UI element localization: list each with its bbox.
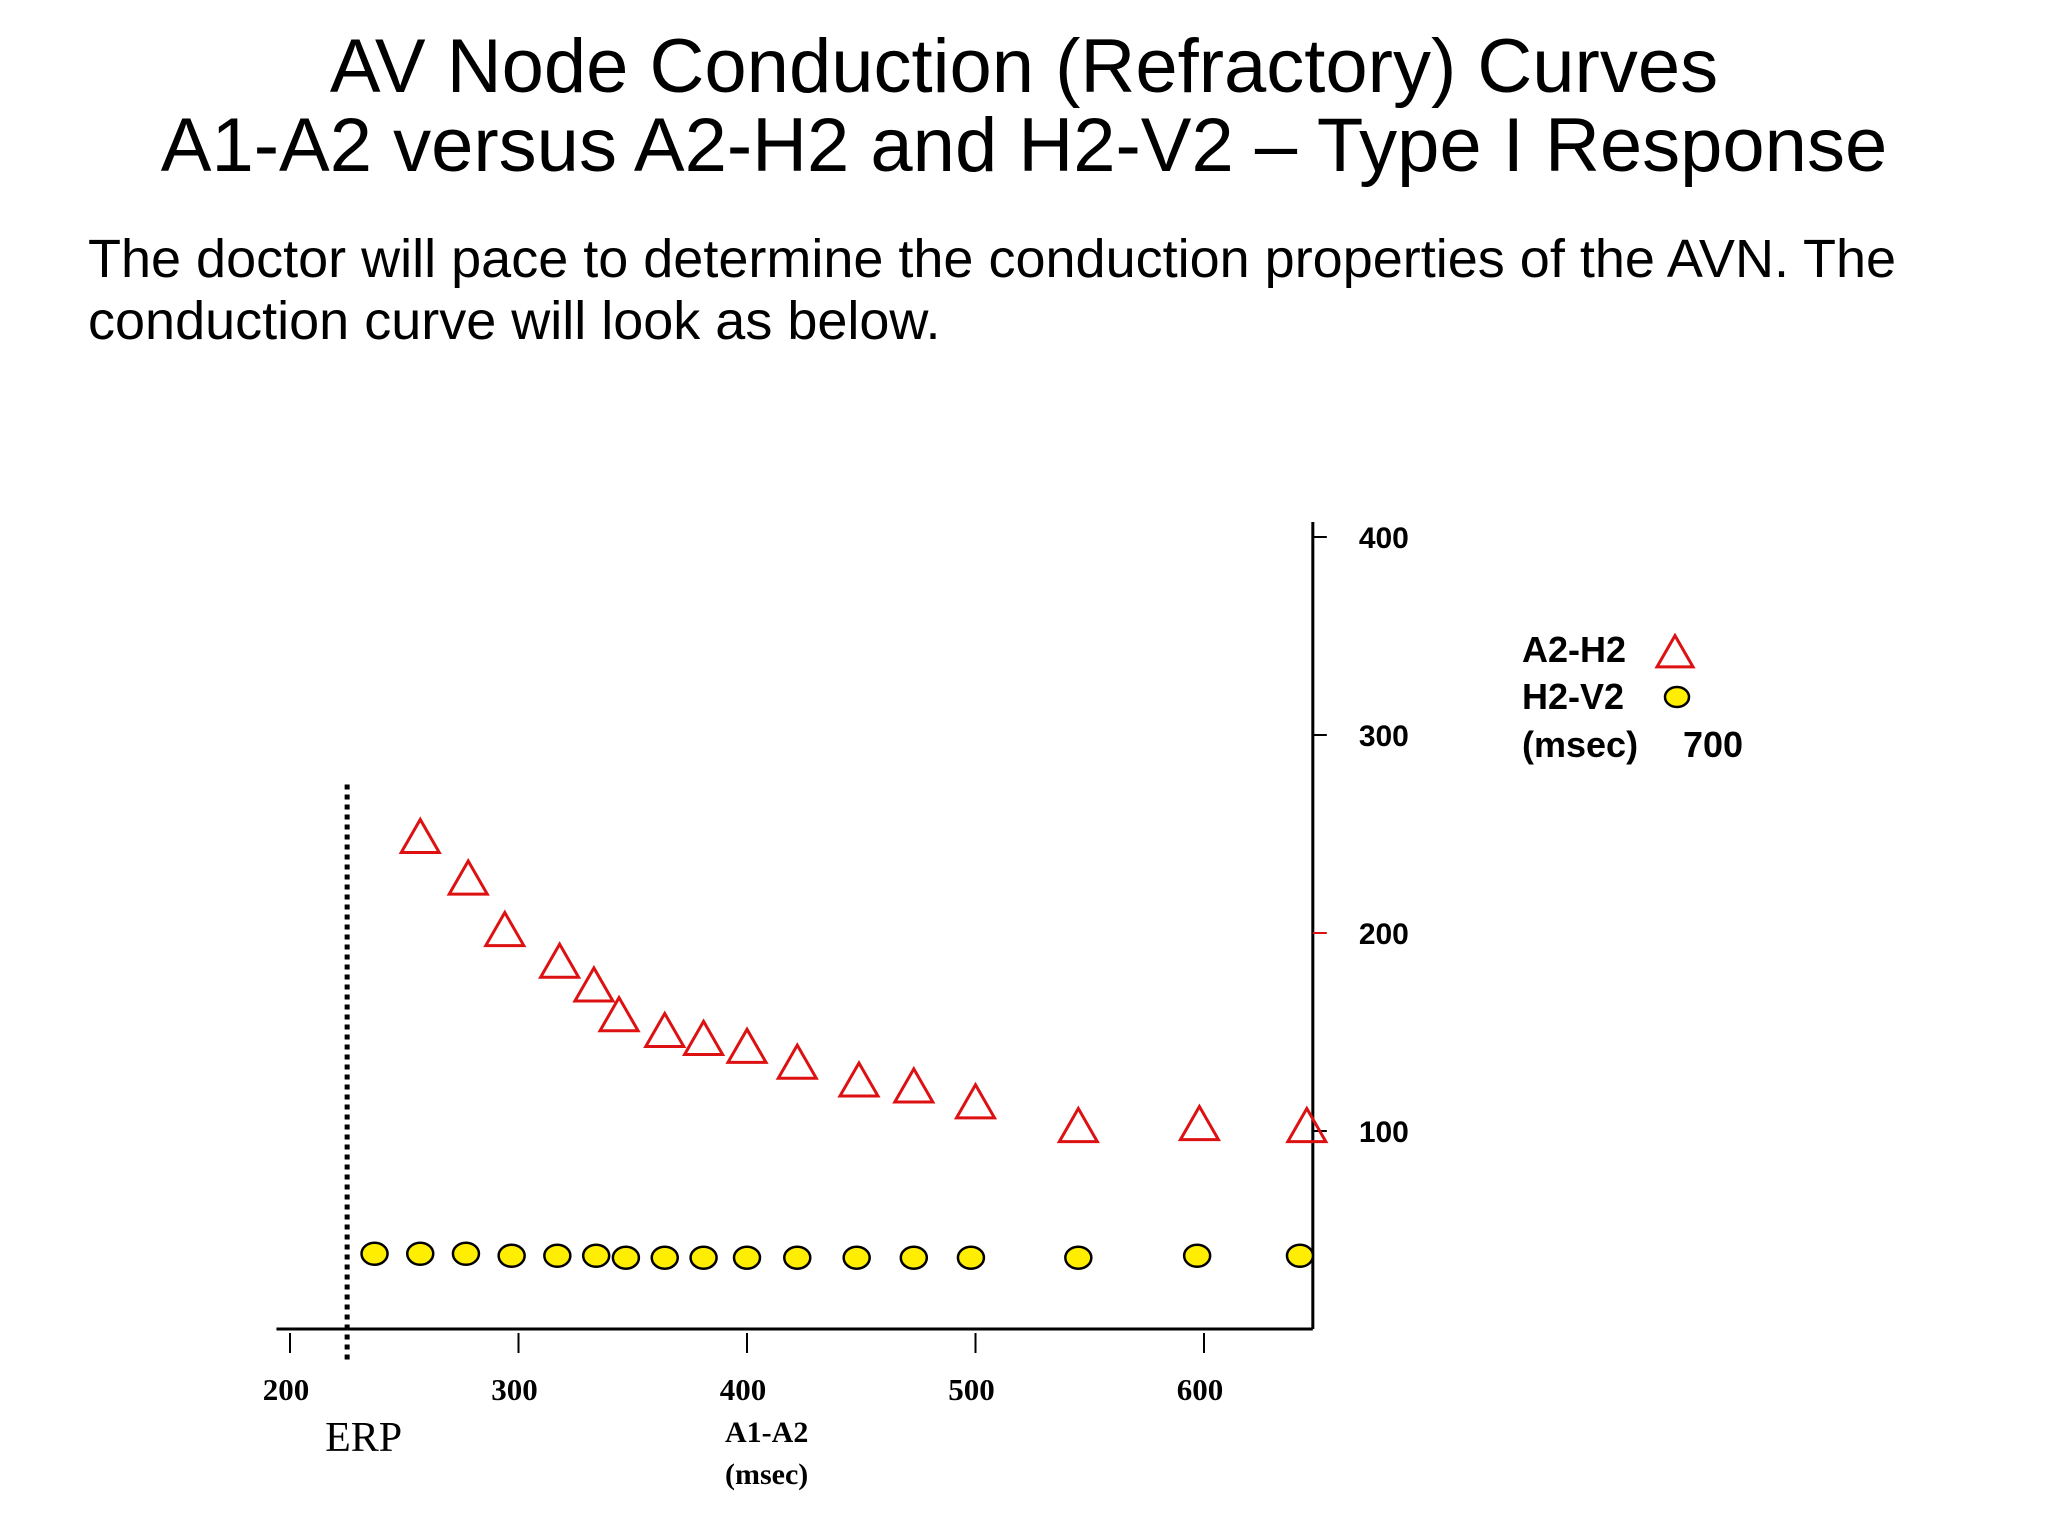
erp-label: ERP bbox=[325, 1415, 402, 1461]
a2-h2-point bbox=[953, 1081, 998, 1120]
h2-v2-point bbox=[405, 1241, 435, 1267]
x-tick-label: 500 bbox=[948, 1372, 995, 1407]
slide-title-line2: A1-A2 versus A2-H2 and H2-V2 – Type I Re… bbox=[160, 103, 1888, 188]
h2-v2-point bbox=[611, 1245, 641, 1270]
h2-v2-point bbox=[650, 1245, 679, 1270]
a2-h2-point bbox=[572, 964, 616, 1003]
a2-h2-point bbox=[837, 1059, 881, 1098]
a2-h2-point bbox=[538, 941, 582, 979]
h2-v2-point bbox=[360, 1241, 389, 1267]
a2-h2-point bbox=[775, 1042, 819, 1080]
chart-marks bbox=[360, 816, 1329, 1270]
y-tick-label: 400 bbox=[1359, 522, 1409, 555]
a2-h2-point bbox=[398, 816, 442, 855]
a2-h2-point bbox=[446, 858, 490, 896]
legend-label-h2-v2: H2-V2 bbox=[1522, 676, 1624, 717]
h2-v2-point bbox=[1182, 1243, 1212, 1268]
x-tick-label: 400 bbox=[720, 1372, 767, 1407]
h2-v2-point bbox=[1064, 1245, 1093, 1270]
x-axis-title: A1-A2 bbox=[725, 1416, 808, 1449]
h2-v2-point bbox=[581, 1243, 611, 1268]
a2-h2-point bbox=[597, 994, 641, 1033]
a2-h2-point bbox=[643, 1010, 687, 1049]
h2-v2-point bbox=[543, 1243, 572, 1268]
h2-v2-point bbox=[842, 1245, 871, 1270]
h2-v2-point bbox=[689, 1245, 718, 1270]
legend-label-a2-h2: A2-H2 bbox=[1522, 629, 1626, 670]
y-tick-label: 200 bbox=[1359, 918, 1409, 951]
a2-h2-point bbox=[892, 1065, 936, 1104]
legend-unit: (msec) bbox=[1522, 724, 1638, 765]
slide-subtitle: The doctor will pace to determine the co… bbox=[88, 229, 1897, 351]
h2-v2-point bbox=[899, 1245, 929, 1270]
x-tick-label: 300 bbox=[491, 1372, 538, 1407]
x-tick-label: 600 bbox=[1177, 1372, 1224, 1407]
chart-legend: A2-H2 H2-V2 (msec) 700 bbox=[1522, 629, 1743, 765]
h2-v2-point bbox=[1285, 1243, 1315, 1268]
a2-h2-point bbox=[1056, 1105, 1100, 1144]
slide-title-line1: AV Node Conduction (Refractory) Curves bbox=[329, 24, 1719, 109]
h2-v2-point bbox=[783, 1245, 812, 1270]
h2-v2-point bbox=[451, 1241, 481, 1267]
chart-axes: 200 300 400 500 600 100 200 300 400 A1-A2 (msec) ER… bbox=[263, 522, 1409, 1491]
a2-h2-point bbox=[483, 909, 527, 948]
legend-value: 700 bbox=[1683, 724, 1743, 765]
a2-h2-point bbox=[681, 1018, 726, 1056]
y-tick-label: 100 bbox=[1359, 1116, 1409, 1149]
y-tick-label: 300 bbox=[1359, 720, 1409, 753]
h2-v2-point bbox=[956, 1245, 986, 1270]
h2-v2-point bbox=[732, 1245, 762, 1270]
a2-h2-point bbox=[1285, 1105, 1329, 1144]
a2-h2-point bbox=[1177, 1103, 1222, 1142]
legend-triangle-marker bbox=[1654, 632, 1696, 669]
h2-v2-point bbox=[497, 1243, 526, 1268]
x-tick-label: 200 bbox=[263, 1372, 310, 1407]
legend-circle-marker bbox=[1663, 685, 1691, 709]
a2-h2-point bbox=[725, 1026, 769, 1064]
x-axis-unit: (msec) bbox=[725, 1458, 808, 1491]
